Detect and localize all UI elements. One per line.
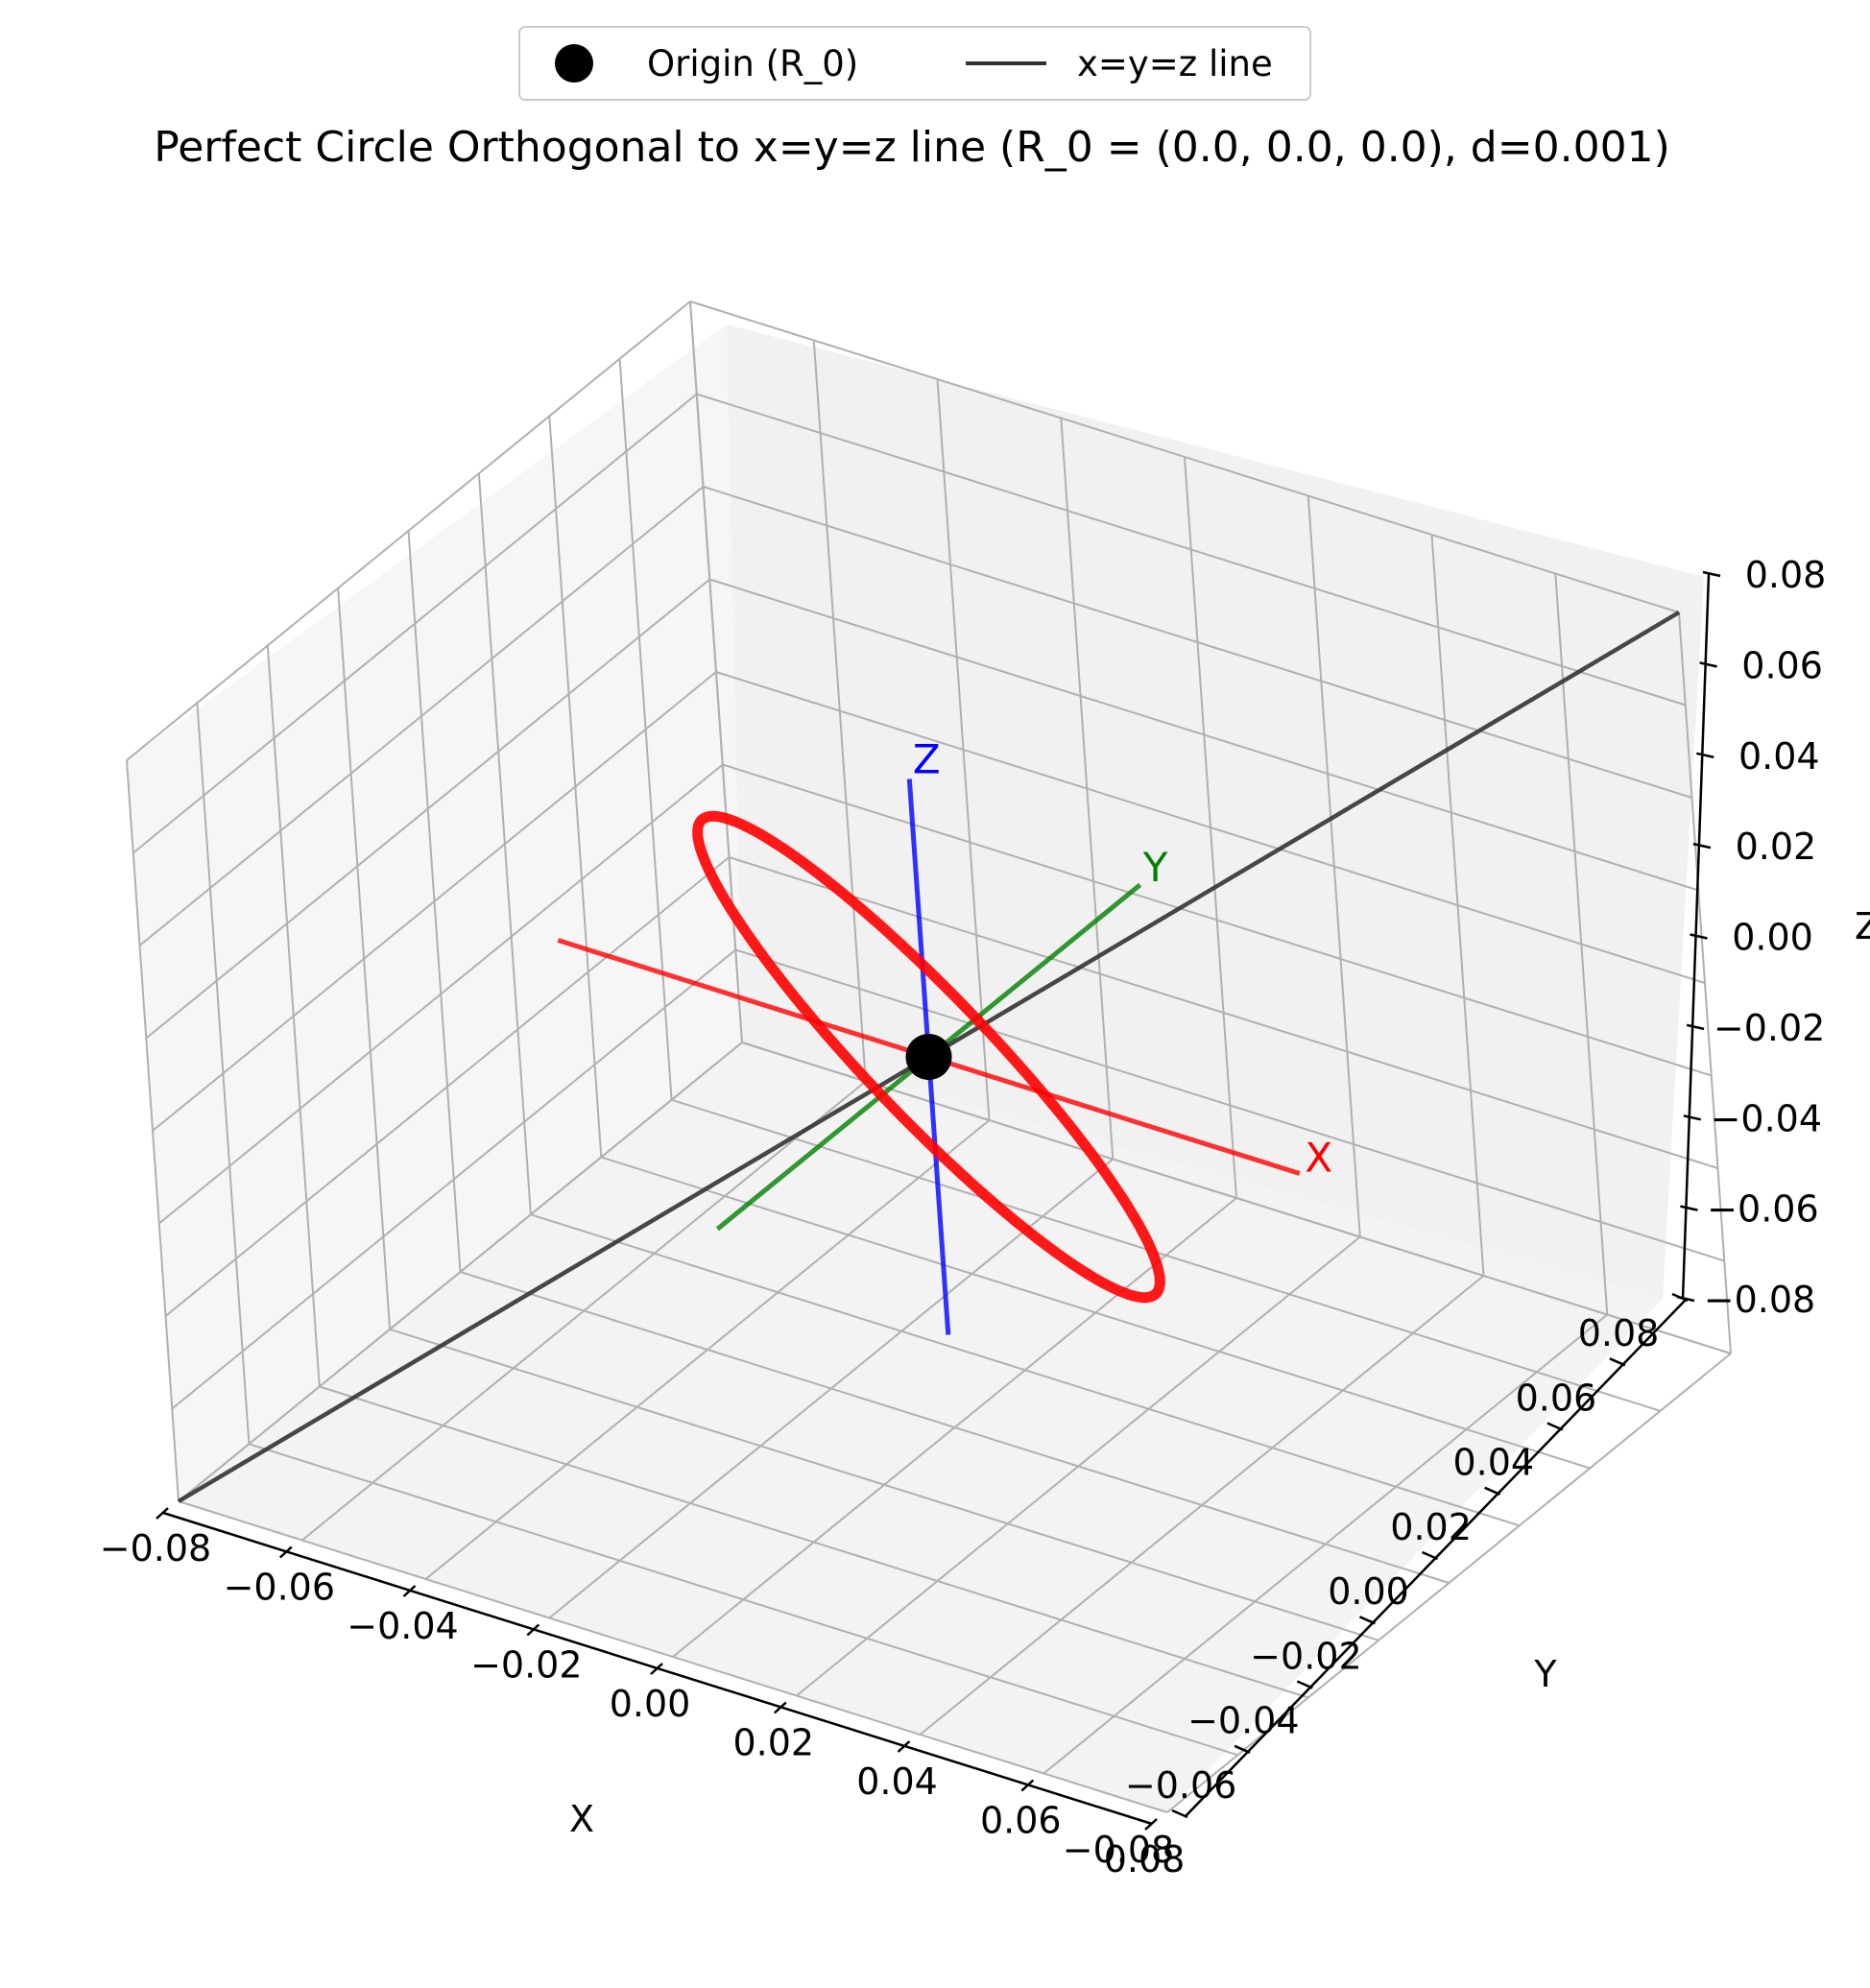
grid-line-floor-y (600, 1156, 1591, 1470)
z-tick (1699, 661, 1717, 668)
grid-line-left-z (178, 1042, 743, 1502)
grid-line-floor-y (319, 1385, 1309, 1699)
z-tick-label: −0.04 (1711, 1097, 1822, 1139)
grid-line-back-z (696, 393, 1687, 707)
x-tick-label: 0.02 (732, 1722, 814, 1764)
z-tick-label: 0.00 (1732, 917, 1813, 959)
x-tick (773, 1701, 787, 1714)
grid-line-left-z (164, 856, 731, 1317)
x-tick-label: 0.04 (856, 1760, 938, 1803)
grid-line-floor-y (530, 1213, 1521, 1527)
grid-line-floor-y (671, 1098, 1661, 1412)
grid-line-left-z (152, 671, 717, 1132)
z-tick (1683, 1114, 1702, 1121)
x-tick-label: −0.02 (470, 1644, 582, 1687)
z-tick (1690, 933, 1708, 940)
grid-line-floor-y (178, 1500, 1168, 1813)
z-tick (1676, 1295, 1695, 1303)
z-tick-label: −0.02 (1714, 1007, 1825, 1049)
origin-marker (905, 1034, 952, 1080)
grid-line-back-z (734, 948, 1725, 1262)
reference-axis-x-label: X (1305, 1135, 1332, 1182)
pane-floor (179, 1042, 1663, 1812)
x-tick-label: −0.06 (224, 1567, 335, 1609)
y-tick (1171, 1808, 1188, 1819)
y-tick (1358, 1616, 1376, 1625)
x-tick-label: 0.08 (1104, 1838, 1186, 1880)
x-tick (526, 1623, 540, 1637)
y-tick (1484, 1486, 1501, 1496)
ticks: −0.08 −0.06 −0.04 −0.02 0.00 0.02 0.04 0.06 0.08… (100, 554, 1827, 1880)
legend: Origin (R_0) x=y=z line (518, 26, 1311, 101)
z-tick-label: 0.06 (1741, 644, 1823, 686)
pane-back-right (727, 324, 1704, 1299)
reference-axis-y-label: Y (1142, 844, 1168, 891)
y-tick-label: −0.04 (1187, 1700, 1299, 1742)
z-axis-label: Z (1855, 905, 1870, 947)
legend-line-label: x=y=z line (1077, 43, 1273, 84)
grid-line-left-z (158, 763, 724, 1225)
grid-line-back-z (722, 763, 1713, 1077)
y-tick (1609, 1357, 1626, 1367)
grid-line-back-x (1678, 611, 1732, 1354)
y-tick-label: 0.04 (1452, 1442, 1534, 1484)
grid-line-floor-y (249, 1443, 1238, 1757)
grid-line-back-z (708, 578, 1699, 892)
z-tick (1696, 752, 1714, 759)
x-tick (278, 1545, 293, 1559)
y-tick (1234, 1744, 1251, 1754)
z-tick-label: 0.08 (1745, 554, 1827, 596)
grid-line-left-z (145, 578, 710, 1040)
y-tick-label: 0.06 (1516, 1377, 1597, 1419)
reference-axis-z-label: Z (913, 736, 941, 783)
x-tick (897, 1740, 911, 1753)
x-tick (650, 1663, 663, 1675)
grid-line-back-z (703, 486, 1692, 799)
y-tick-label: 0.00 (1328, 1570, 1409, 1613)
x-tick (402, 1585, 417, 1597)
z-tick-label: −0.08 (1704, 1279, 1815, 1321)
legend-origin-marker (555, 44, 593, 83)
x-tick (1144, 1818, 1158, 1831)
grid-line-back-z (689, 300, 1680, 613)
grid-line-floor-y (389, 1328, 1379, 1641)
grid-line-back-z (741, 1042, 1732, 1354)
y-tick (1296, 1680, 1313, 1689)
circle-curve (692, 810, 1165, 1304)
grid-line-back-z (729, 856, 1718, 1169)
y-tick-label: −0.08 (1063, 1829, 1174, 1871)
y-tick-label: −0.02 (1250, 1635, 1361, 1677)
grid-line-left-z (132, 393, 698, 854)
y-axis-label: Y (1533, 1653, 1557, 1695)
x-tick-label: 0.00 (610, 1683, 691, 1725)
z-tick (1692, 842, 1712, 850)
z-tick-label: −0.06 (1707, 1188, 1818, 1231)
x-tick-label: 0.06 (980, 1800, 1062, 1842)
x-tick-label: −0.08 (100, 1527, 211, 1569)
y-tick-label: 0.02 (1390, 1506, 1472, 1548)
z-tick-label: 0.04 (1738, 735, 1820, 778)
chart-title: Perfect Circle Orthogonal to x=y=z line … (154, 123, 1669, 172)
z-tick-label: 0.02 (1736, 826, 1817, 868)
z-tick (1686, 1023, 1705, 1031)
y-tick-label: 0.08 (1578, 1312, 1660, 1354)
plot-marks: X Y Z (177, 611, 1681, 1503)
z-tick (1702, 570, 1721, 578)
grid-line-floor-y (460, 1271, 1450, 1584)
y-tick (1421, 1550, 1439, 1561)
x-axis-label: X (569, 1798, 594, 1840)
grid-line-left-z (126, 300, 691, 761)
grid-line-left-z (138, 486, 705, 946)
legend-origin-label: Origin (R_0) (647, 43, 858, 84)
x-tick (156, 1507, 169, 1520)
grid-line-left-z (171, 948, 736, 1410)
grid-line-back-z (715, 671, 1706, 984)
z-tick (1680, 1205, 1698, 1211)
x-tick (1020, 1779, 1035, 1792)
y-tick-label: −0.06 (1125, 1764, 1236, 1807)
y-tick (1546, 1422, 1564, 1431)
x-tick-label: −0.04 (347, 1605, 458, 1647)
legend-frame (518, 26, 1311, 101)
